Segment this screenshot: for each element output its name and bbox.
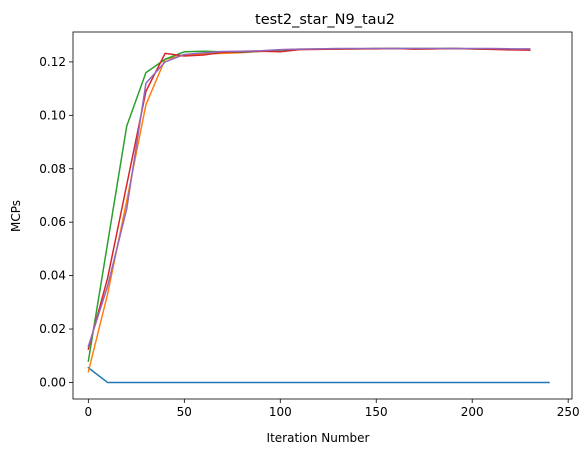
y-tick-label: 0.04 xyxy=(39,269,66,283)
y-tick-label: 0.00 xyxy=(39,375,66,389)
x-tick-label: 0 xyxy=(85,405,93,419)
x-tick-label: 250 xyxy=(557,405,580,419)
x-tick-label: 50 xyxy=(177,405,192,419)
y-tick-label: 0.10 xyxy=(39,108,66,122)
y-tick-label: 0.06 xyxy=(39,215,66,229)
chart-title: test2_star_N9_tau2 xyxy=(255,12,395,28)
x-tick-label: 200 xyxy=(461,405,484,419)
x-axis-label: Iteration Number xyxy=(267,431,370,445)
y-tick-label: 0.02 xyxy=(39,322,66,336)
x-tick-label: 150 xyxy=(365,405,388,419)
x-tick-label: 100 xyxy=(269,405,292,419)
y-tick-label: 0.12 xyxy=(39,55,66,69)
y-axis-label: MCPs xyxy=(9,200,23,232)
y-tick-label: 0.08 xyxy=(39,162,66,176)
